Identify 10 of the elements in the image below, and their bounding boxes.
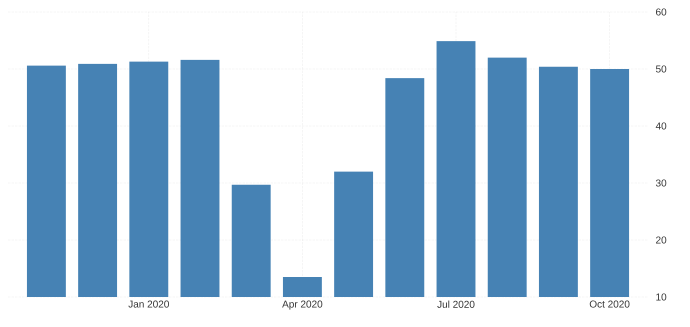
x-tick-label: Jan 2020 bbox=[128, 300, 169, 308]
y-tick-label: 20 bbox=[656, 236, 666, 244]
y-tick-label: 50 bbox=[656, 65, 666, 73]
y-tick-label: 40 bbox=[656, 122, 666, 130]
y-tick-label: 10 bbox=[656, 293, 666, 301]
x-tick-label: Jul 2020 bbox=[437, 300, 475, 308]
x-tick-label: Oct 2020 bbox=[590, 300, 630, 308]
x-tick-label: Apr 2020 bbox=[282, 300, 322, 310]
y-tick-label: 60 bbox=[656, 8, 666, 16]
y-tick-label: 30 bbox=[656, 179, 666, 187]
